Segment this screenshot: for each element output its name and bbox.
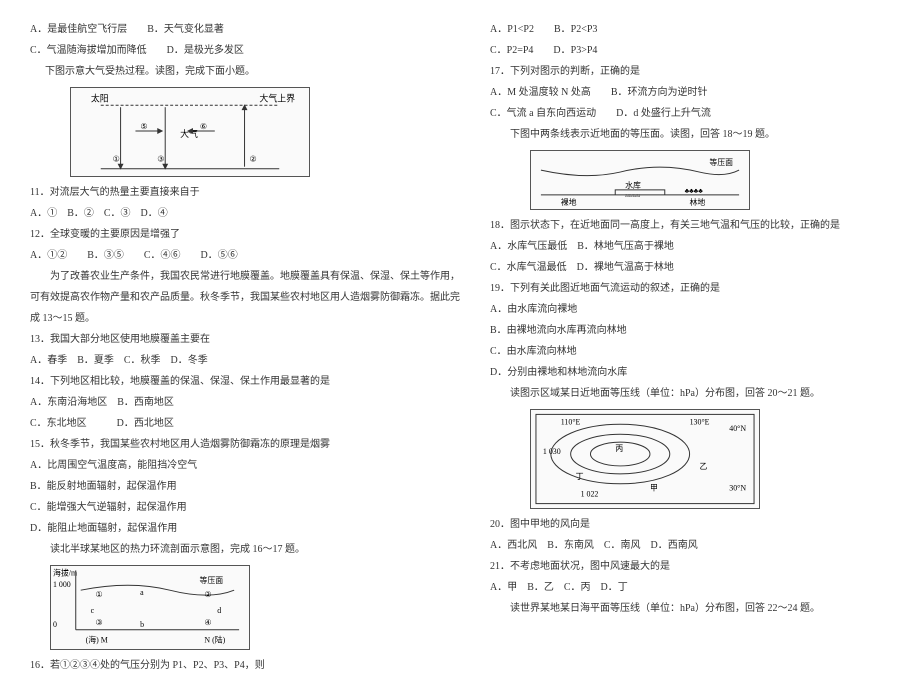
svg-text:a: a (140, 588, 144, 597)
atm-label: 大气上界 (259, 92, 295, 103)
option-line: C．水库气温最低 D．裸地气温高于林地 (490, 258, 890, 277)
svg-text:d: d (217, 606, 221, 615)
svg-text:⑤: ⑤ (140, 122, 147, 131)
option-line: C．气流 a 自东向西运动 D．d 处盛行上升气流 (490, 104, 890, 123)
svg-text:②: ② (204, 590, 211, 599)
svg-text:♣♣♣♣: ♣♣♣♣ (685, 188, 704, 195)
stem-text: 为了改善农业生产条件，我国农民常进行地膜覆盖。地膜覆盖具有保温、保湿、保土等作用… (30, 267, 430, 286)
option-line: A．春季 B．夏季 C．秋季 D．冬季 (30, 351, 430, 370)
option-line: A．甲 B．乙 C．丙 D．丁 (490, 578, 890, 597)
option-line: A．P1<P2 B．P2<P3 (490, 20, 890, 39)
svg-text:⑥: ⑥ (200, 122, 207, 131)
stem-text: 下图示意大气受热过程。读图，完成下面小题。 (30, 62, 430, 81)
diagram-atmosphere: 太阳 大气上界 大气 ⑤ ⑥ ① ③ ② (70, 87, 310, 177)
svg-text:②: ② (249, 155, 256, 164)
svg-text:①: ① (113, 155, 120, 164)
question-15: 15．秋冬季节，我国某些农村地区用人造烟雾防御霜冻的原理是烟雾 (30, 435, 430, 454)
question-17: 17．下列对图示的判断，正确的是 (490, 62, 890, 81)
svg-text:①: ① (96, 590, 103, 599)
question-11: 11．对流层大气的热量主要直接来自于 (30, 183, 430, 202)
svg-text:④: ④ (204, 618, 211, 627)
svg-text:b: b (140, 620, 144, 629)
option-line: A．由水库流向裸地 (490, 300, 890, 319)
svg-text:110°E: 110°E (561, 417, 581, 426)
forest-label: 林地 (690, 197, 706, 207)
svg-text:甲: 甲 (650, 484, 658, 493)
p-label: 等压面 (200, 575, 224, 585)
res-label: 水库 (625, 180, 641, 190)
p-label: 等压面 (709, 157, 733, 167)
option-line: A．① B．② C．③ D．④ (30, 204, 430, 223)
question-19: 19．下列有关此图近地面气流运动的叙述，正确的是 (490, 279, 890, 298)
sun-label: 太阳 (91, 92, 109, 103)
svg-text:③: ③ (157, 155, 164, 164)
option-line: D．能阻止地面辐射，起保温作用 (30, 519, 430, 538)
diagram-thermal-circulation: 海拔/m 1 000 0 等压面 ① ② ③ ④ a b c d (海) M N… (50, 565, 250, 650)
option-line: C．P2=P4 D．P3>P4 (490, 41, 890, 60)
option-line: A．①② B．③⑤ C．④⑥ D．⑤⑥ (30, 246, 430, 265)
question-21: 21．不考虑地面状况，图中风速最大的是 (490, 557, 890, 576)
option-line: A．是最佳航空飞行层 B．天气变化显著 (30, 20, 430, 39)
svg-text:1 022: 1 022 (581, 490, 599, 499)
option-line: A．西北风 B．东南风 C．南风 D．西南风 (490, 536, 890, 555)
svg-text:40°N: 40°N (729, 424, 746, 433)
question-13: 13．我国大部分地区使用地膜覆盖主要在 (30, 330, 430, 349)
question-16: 16．若①②③④处的气压分别为 P1、P2、P3、P4，则 (30, 656, 430, 675)
stem-text: 读图示区域某日近地面等压线（单位：hPa）分布图，回答 20～21 题。 (490, 384, 890, 403)
option-line: A．东南沿海地区 B．西南地区 (30, 393, 430, 412)
option-line: D．分别由裸地和林地流向水库 (490, 363, 890, 382)
option-line: B．由裸地流向水库再流向林地 (490, 321, 890, 340)
option-line: A．水库气压最低 B．林地气压高于裸地 (490, 237, 890, 256)
stem-text: 读北半球某地区的热力环流剖面示意图，完成 16～17 题。 (30, 540, 430, 559)
option-line: C．由水库流向林地 (490, 342, 890, 361)
mid-label: 大气 (180, 128, 198, 139)
svg-text:丙: 丙 (615, 444, 623, 453)
diagram-isobaric-surface: 等压面 裸地 水库 ≈≈≈≈ 林地 ♣♣♣♣ (530, 150, 750, 210)
option-line: C．气温随海拔增加而降低 D．是极光多发区 (30, 41, 430, 60)
svg-text:c: c (91, 606, 95, 615)
question-12: 12．全球变暖的主要原因是增强了 (30, 225, 430, 244)
svg-text:0: 0 (53, 620, 57, 629)
svg-text:1 030: 1 030 (543, 447, 561, 456)
question-14: 14．下列地区相比较，地膜覆盖的保温、保湿、保土作用最显著的是 (30, 372, 430, 391)
alt-label: 海拔/m (53, 567, 78, 577)
svg-text:丁: 丁 (576, 472, 584, 481)
svg-text:乙: 乙 (700, 462, 708, 471)
stem-text: 可有效提高农作物产量和农产品质量。秋冬季节，我国某些农村地区用人造烟雾防御霜冻。… (30, 288, 430, 307)
svg-text:1 000: 1 000 (53, 580, 71, 589)
option-line: C．东北地区 D．西北地区 (30, 414, 430, 433)
stem-text: 下图中两条线表示近地面的等压面。读图，回答 18～19 题。 (490, 125, 890, 144)
stem-text: 读世界某地某日海平面等压线（单位：hPa）分布图，回答 22～24 题。 (490, 599, 890, 618)
svg-text:30°N: 30°N (729, 484, 746, 493)
svg-text:N (陆): N (陆) (204, 635, 225, 645)
option-line: A．比周围空气温度高，能阻挡冷空气 (30, 456, 430, 475)
question-20: 20．图中甲地的风向是 (490, 515, 890, 534)
diagram-pressure-map: 110°E 130°E 40°N 30°N 1 030 丙 1 022 乙 丁 … (530, 409, 760, 509)
option-line: C．能增强大气逆辐射，起保温作用 (30, 498, 430, 517)
question-18: 18．图示状态下，在近地面同一高度上，有关三地气温和气压的比较，正确的是 (490, 216, 890, 235)
svg-text:≈≈≈≈: ≈≈≈≈ (625, 193, 640, 200)
svg-text:③: ③ (96, 618, 103, 627)
bare-label: 裸地 (561, 197, 577, 207)
right-column: A．P1<P2 B．P2<P3 C．P2=P4 D．P3>P4 17．下列对图示… (460, 0, 920, 651)
left-column: A．是最佳航空飞行层 B．天气变化显著 C．气温随海拔增加而降低 D．是极光多发… (0, 0, 460, 651)
stem-text: 成 13～15 题。 (30, 309, 430, 328)
svg-text:130°E: 130°E (690, 417, 710, 426)
option-line: B．能反射地面辐射，起保温作用 (30, 477, 430, 496)
option-line: A．M 处温度较 N 处高 B．环流方向为逆时针 (490, 83, 890, 102)
svg-text:(海) M: (海) M (86, 635, 108, 645)
